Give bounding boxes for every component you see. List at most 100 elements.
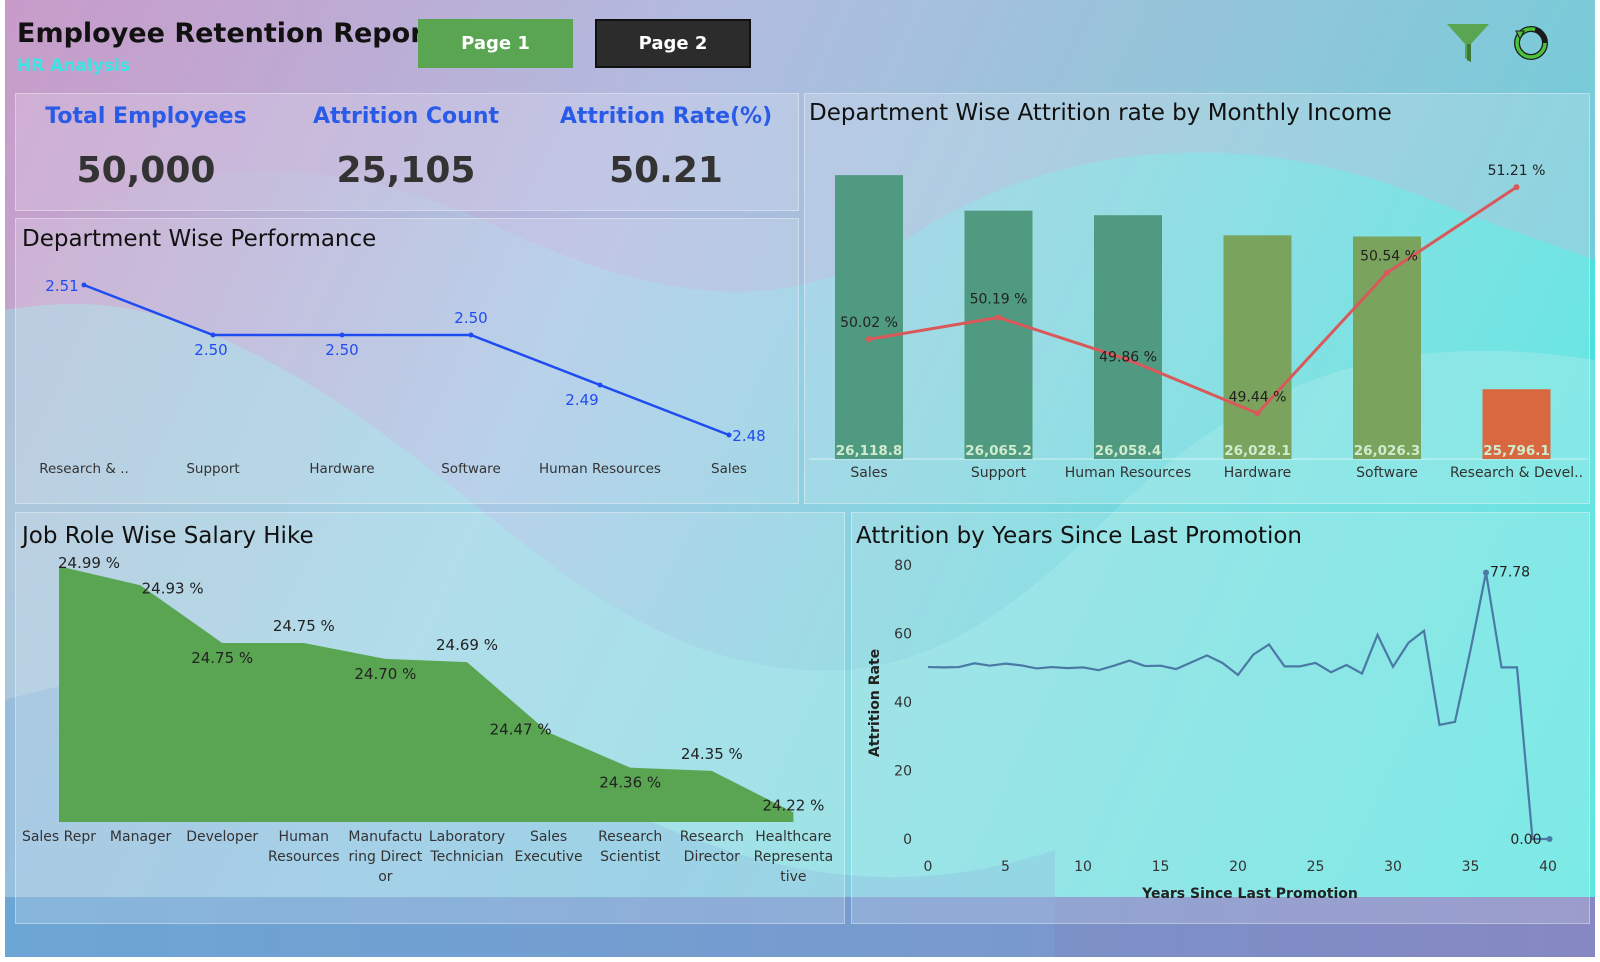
income-x-tick-label: Support xyxy=(971,465,1027,481)
perf-point xyxy=(726,432,732,438)
perf-point xyxy=(210,332,216,338)
attrition-rate-point xyxy=(1254,410,1261,417)
salary-hike-area xyxy=(59,566,794,822)
salary-hike-data-label: 24.35 % xyxy=(681,745,743,763)
income-bar-label: 26,028.1 xyxy=(1224,443,1291,459)
kpi-total-employees-value: 50,000 xyxy=(76,150,216,191)
perf-x-tick-label: Hardware xyxy=(309,461,374,477)
salary-hike-data-label: 24.36 % xyxy=(599,774,661,792)
salary-hike-data-label: 24.75 % xyxy=(191,649,253,667)
perf-x-tick-label: Support xyxy=(186,461,239,477)
promo-x-tick-label: 5 xyxy=(1001,859,1010,875)
perf-x-tick-label: Sales xyxy=(711,461,747,477)
attrition-rate-point xyxy=(1384,269,1390,276)
salary-hike-data-label: 24.47 % xyxy=(490,720,552,738)
attrition-rate-point xyxy=(1513,184,1520,191)
salary-hike-data-label: 24.69 % xyxy=(436,636,498,654)
bottom-band xyxy=(5,897,1595,957)
salary-hike-x-tick-label: Developer xyxy=(186,829,258,845)
dept-attrition-income-title: Department Wise Attrition rate by Monthl… xyxy=(809,100,1392,126)
kpi-attrition-rate-value: 50.21 xyxy=(609,150,723,191)
perf-x-tick-label: Software xyxy=(441,461,501,477)
promo-x-tick-label: 35 xyxy=(1462,859,1480,875)
promo-x-tick-label: 0 xyxy=(924,859,933,875)
salary-hike-data-label: 24.93 % xyxy=(142,579,204,597)
attrition-rate-label: 50.19 % xyxy=(970,291,1028,307)
salary-hike-data-label: 24.75 % xyxy=(273,617,335,635)
kpi-attrition-count-value: 25,105 xyxy=(336,150,476,191)
attrition-promotion-title: Attrition by Years Since Last Promotion xyxy=(856,523,1303,549)
promo-x-tick-label: 10 xyxy=(1074,859,1092,875)
promo-series-line xyxy=(927,572,1550,841)
promo-peak-label: 77.78 xyxy=(1490,565,1530,581)
salary-hike-x-tick-label: Sales Repr xyxy=(22,829,96,845)
attrition-rate-point xyxy=(995,314,1002,321)
perf-x-tick-label: Research & .. xyxy=(39,461,129,477)
perf-data-label: 2.49 xyxy=(565,391,598,409)
page2-button[interactable]: Page 2 xyxy=(595,19,751,68)
income-bar-label: 26,058.4 xyxy=(1095,443,1162,459)
salary-hike-data-label: 24.22 % xyxy=(762,796,824,814)
perf-series-line xyxy=(83,283,730,437)
jobrole-salary-hike-panel: Job Role Wise Salary Hike 24.99 % 24.93 %… xyxy=(15,512,845,924)
kpi-attrition-count-label: Attrition Count xyxy=(312,104,500,129)
attrition-rate-label: 49.44 % xyxy=(1229,389,1287,405)
perf-point xyxy=(339,332,345,338)
income-x-tick-label: Sales xyxy=(850,465,887,481)
kpi-attrition-rate-label: Attrition Rate(%) xyxy=(559,104,773,129)
dept-performance-chart: 2.51 Research & .. 2.50 Support 2.50 Hardware… xyxy=(39,277,766,477)
filter-funnel-icon[interactable] xyxy=(1445,20,1493,66)
salary-hike-x-tick-label: Sales Executive xyxy=(515,829,583,865)
promo-y-tick-label: 80 xyxy=(894,558,912,574)
perf-data-label: 2.51 xyxy=(45,277,78,295)
attrition-promotion-panel: Attrition by Years Since Last Promotion … xyxy=(851,512,1590,924)
report-title: Employee Retention Report xyxy=(17,18,437,49)
income-x-tick-label: Human Resources xyxy=(1065,465,1191,481)
page1-button[interactable]: Page 1 xyxy=(418,19,573,68)
attrition-rate-line xyxy=(868,185,1518,416)
dept-attrition-income-panel: Department Wise Attrition rate by Monthl… xyxy=(804,93,1590,504)
promo-y-tick-label: 20 xyxy=(894,764,912,780)
perf-data-label: 2.48 xyxy=(732,427,765,445)
refresh-icon[interactable] xyxy=(1510,22,1552,64)
salary-hike-data-label: 24.99 % xyxy=(58,554,120,572)
promo-y-tick-label: 40 xyxy=(894,695,912,711)
promo-end-label: 0.00 xyxy=(1510,832,1541,848)
salary-hike-x-tick-label: Research Scientist xyxy=(598,829,662,865)
dept-performance-panel: Department Wise Performance 2.51 Research… xyxy=(15,218,799,504)
perf-point xyxy=(468,332,474,338)
promo-y-axis-label: Attrition Rate xyxy=(867,649,883,757)
perf-x-tick-label: Human Resources xyxy=(539,461,661,477)
kpi-panel: Total Employees 50,000 Attrition Count 2… xyxy=(15,93,799,211)
income-bar-label: 25,796.1 xyxy=(1483,443,1550,459)
promo-x-tick-label: 20 xyxy=(1229,859,1247,875)
income-bar xyxy=(1094,215,1162,459)
salary-hike-data-label: 24.70 % xyxy=(354,665,416,683)
income-bar-label: 26,065.2 xyxy=(965,443,1032,459)
attrition-rate-label: 50.54 % xyxy=(1360,249,1418,265)
salary-hike-x-tick-label: Manufactu ring Direct or xyxy=(348,829,422,885)
salary-hike-x-tick-label: Research Director xyxy=(680,829,744,865)
income-bar xyxy=(1223,235,1292,459)
income-bar-label: 26,118.8 xyxy=(836,443,903,459)
attrition-rate-label: 50.02 % xyxy=(840,315,898,331)
jobrole-salary-hike-chart: 24.99 % 24.93 % 24.75 % 24.75 % 24.70 % 24.69… xyxy=(22,554,834,885)
perf-point xyxy=(597,382,603,388)
income-bar-label: 26,026.3 xyxy=(1354,443,1421,459)
perf-point xyxy=(81,282,87,288)
attrition-rate-label: 49.86 % xyxy=(1099,350,1157,366)
salary-hike-x-tick-label: Healthcare Representa tive xyxy=(754,829,834,885)
income-x-tick-label: Software xyxy=(1356,465,1418,481)
jobrole-salary-hike-title: Job Role Wise Salary Hike xyxy=(22,523,314,549)
salary-hike-x-tick-label: Human Resources xyxy=(268,829,340,865)
kpi-total-employees-label: Total Employees xyxy=(45,104,247,129)
salary-hike-x-tick-label: Laboratory Technician xyxy=(429,829,505,865)
promo-peak-point xyxy=(1483,569,1489,576)
promo-x-tick-label: 25 xyxy=(1307,859,1325,875)
promo-x-tick-label: 40 xyxy=(1539,859,1557,875)
promo-y-tick-label: 60 xyxy=(894,627,912,643)
attrition-rate-point xyxy=(1125,356,1131,363)
dept-attrition-income-chart: 26,118.8 Sales 26,065.2 Support 26,058.4 Huma… xyxy=(809,163,1587,481)
promo-x-tick-label: 15 xyxy=(1152,859,1170,875)
dept-performance-title: Department Wise Performance xyxy=(22,226,377,252)
